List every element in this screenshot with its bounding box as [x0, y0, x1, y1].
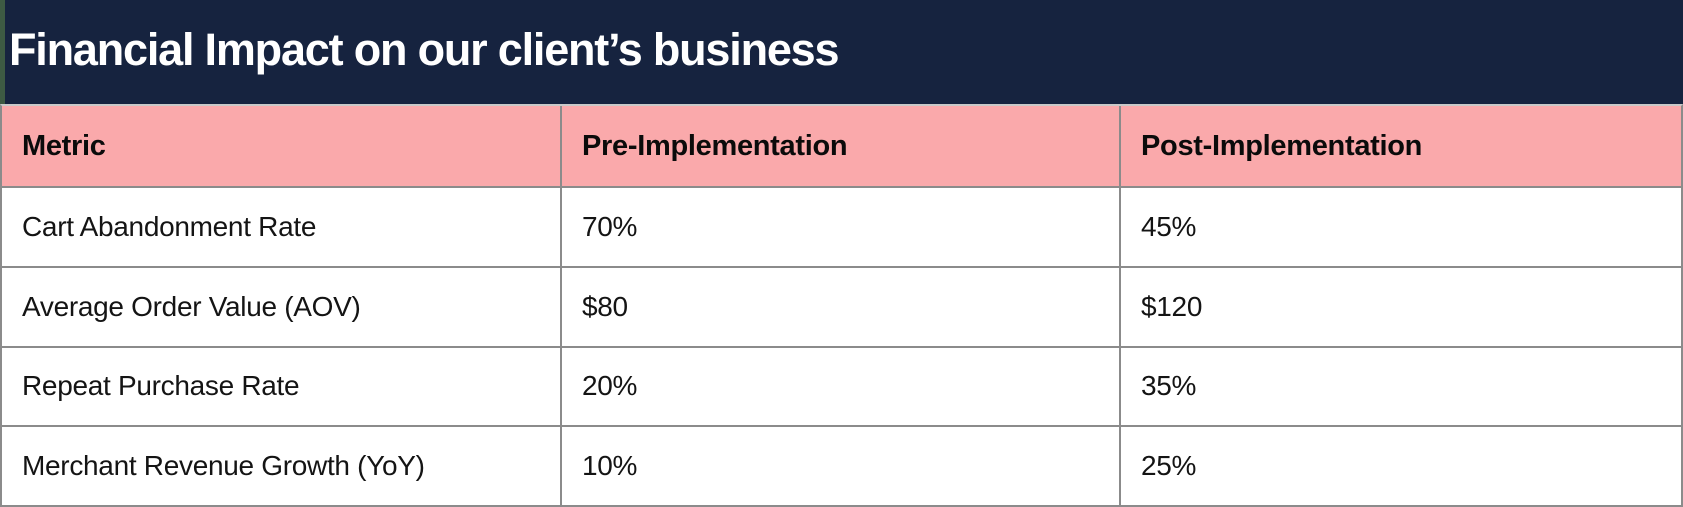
cell-metric: Merchant Revenue Growth (YoY): [2, 427, 562, 505]
cell-pre-value: 20%: [562, 347, 1121, 426]
cell-post-value: 25%: [1141, 450, 1197, 482]
table-row: Cart Abandonment Rate 70% 45%: [2, 188, 1681, 268]
left-accent-strip: [0, 0, 5, 104]
cell-post-value: $120: [1141, 290, 1203, 322]
financial-impact-table: Metric Pre-Implementation Post-Implement…: [0, 104, 1683, 507]
table-row: Average Order Value (AOV) $80 $120: [2, 267, 1681, 348]
cell-metric: Cart Abandonment Rate: [2, 188, 562, 266]
cell-pre-value: 70%: [562, 188, 1121, 266]
column-header-metric: Metric: [2, 106, 562, 186]
title-bar: Financial Impact on our client’s busines…: [0, 0, 1683, 104]
cell-pre-value: 10%: [562, 427, 1121, 505]
table-row: Repeat Purchase Rate 20% 35%: [2, 347, 1681, 428]
cell-pre-value: $80: [562, 267, 1121, 346]
cell-metric: Repeat Purchase Rate: [2, 347, 562, 426]
table-row: Merchant Revenue Growth (YoY) 10% 25%: [2, 427, 1681, 507]
column-header-pre-implementation: Pre-Implementation: [562, 106, 1121, 186]
column-header-post-implementation: Post-Implementation: [1141, 129, 1423, 162]
page-title: Financial Impact on our client’s busines…: [9, 24, 840, 75]
table-header-row: Metric Pre-Implementation Post-Implement…: [2, 106, 1681, 188]
cell-post-value: 45%: [1141, 210, 1197, 242]
cell-post-value: 35%: [1141, 370, 1197, 402]
cell-metric: Average Order Value (AOV): [2, 267, 562, 346]
